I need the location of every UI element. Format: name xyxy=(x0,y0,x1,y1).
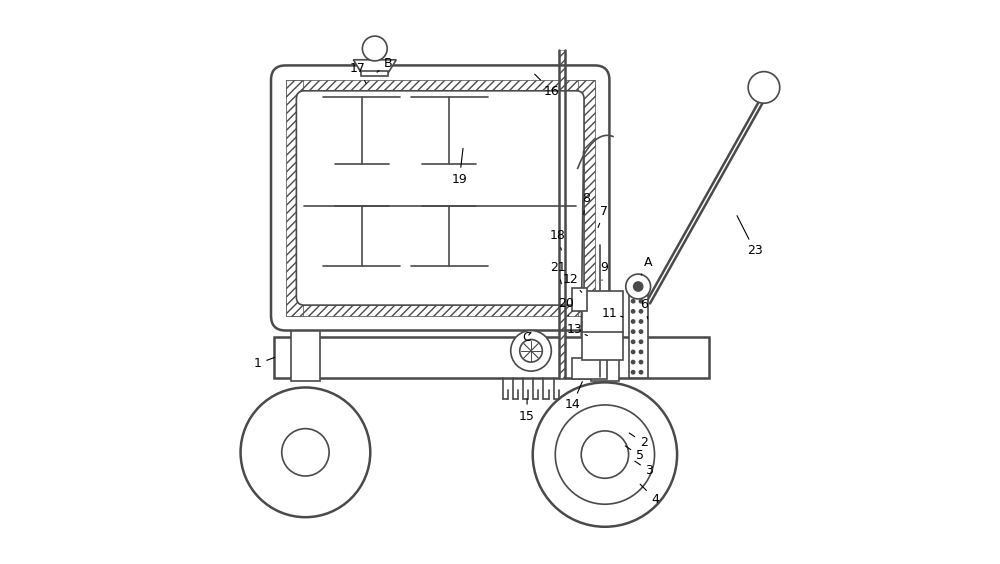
Bar xyxy=(578,80,595,316)
Circle shape xyxy=(639,340,643,343)
Text: 11: 11 xyxy=(602,306,623,320)
Text: 17: 17 xyxy=(350,62,366,83)
Circle shape xyxy=(533,382,677,527)
Circle shape xyxy=(241,387,370,517)
Circle shape xyxy=(748,72,780,103)
Bar xyxy=(572,358,607,379)
Bar xyxy=(572,288,587,311)
Circle shape xyxy=(631,320,635,323)
Bar xyxy=(286,299,595,316)
Text: 16: 16 xyxy=(535,74,560,98)
Bar xyxy=(286,80,303,316)
Bar xyxy=(274,337,709,378)
Circle shape xyxy=(631,340,635,343)
Circle shape xyxy=(362,36,387,61)
Polygon shape xyxy=(353,60,396,74)
Circle shape xyxy=(639,360,643,364)
Circle shape xyxy=(520,340,542,362)
Bar xyxy=(591,312,619,381)
Text: A: A xyxy=(641,255,652,275)
Text: 1: 1 xyxy=(254,357,275,371)
Text: 13: 13 xyxy=(567,323,587,337)
Circle shape xyxy=(639,299,643,303)
Bar xyxy=(361,71,388,76)
Circle shape xyxy=(631,360,635,364)
Circle shape xyxy=(639,330,643,333)
Text: 19: 19 xyxy=(452,148,467,186)
Text: 20: 20 xyxy=(559,297,574,316)
Circle shape xyxy=(639,320,643,323)
Text: 5: 5 xyxy=(625,446,644,462)
Text: 3: 3 xyxy=(635,461,653,478)
Circle shape xyxy=(555,405,655,504)
Bar xyxy=(582,291,623,360)
Circle shape xyxy=(634,282,643,291)
Text: 2: 2 xyxy=(629,433,648,450)
Circle shape xyxy=(631,371,635,374)
Circle shape xyxy=(511,331,551,371)
Circle shape xyxy=(631,350,635,354)
Circle shape xyxy=(639,350,643,354)
Text: 4: 4 xyxy=(640,484,659,506)
Text: 14: 14 xyxy=(564,382,582,412)
Text: 9: 9 xyxy=(600,261,608,280)
Circle shape xyxy=(631,330,635,333)
Bar xyxy=(559,50,565,378)
FancyBboxPatch shape xyxy=(296,91,584,305)
Bar xyxy=(286,80,595,97)
Text: 23: 23 xyxy=(737,215,763,258)
Text: 15: 15 xyxy=(519,399,535,423)
Bar xyxy=(274,337,709,378)
Circle shape xyxy=(626,274,651,299)
Text: B: B xyxy=(377,56,393,72)
Text: 6: 6 xyxy=(640,298,648,319)
FancyBboxPatch shape xyxy=(271,65,609,331)
Circle shape xyxy=(639,371,643,374)
Text: 18: 18 xyxy=(550,229,565,250)
Bar xyxy=(291,316,320,381)
Text: 12: 12 xyxy=(563,272,582,292)
Circle shape xyxy=(639,310,643,313)
Bar xyxy=(629,287,648,378)
Text: C: C xyxy=(523,331,531,344)
Text: 7: 7 xyxy=(598,205,608,227)
Text: 21: 21 xyxy=(550,261,565,284)
Circle shape xyxy=(282,429,329,476)
Circle shape xyxy=(631,299,635,303)
Circle shape xyxy=(581,431,629,478)
Circle shape xyxy=(631,310,635,313)
Text: 8: 8 xyxy=(582,192,590,214)
